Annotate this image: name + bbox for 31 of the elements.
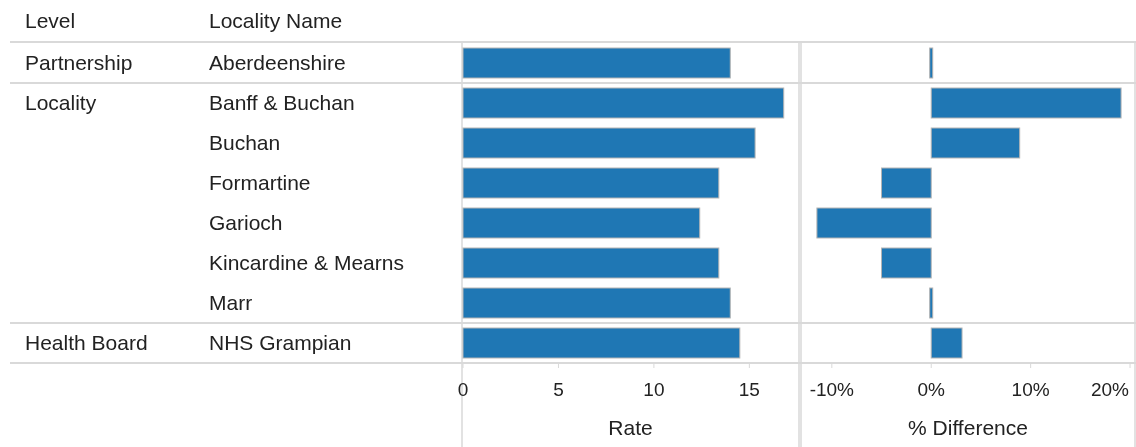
bar xyxy=(462,127,756,159)
x-tick-label: 20% xyxy=(1090,379,1130,400)
text: Level xyxy=(25,9,76,32)
text: Locality xyxy=(25,91,97,114)
x-tick-label: 15 xyxy=(738,379,760,400)
text: Health Board xyxy=(25,331,148,354)
bar xyxy=(462,247,720,279)
x-axis-title: Rate xyxy=(608,416,653,439)
x-tick-label: 0% xyxy=(917,379,946,400)
y-tick-label: Marr xyxy=(209,291,253,314)
bar xyxy=(462,167,720,199)
bar xyxy=(462,327,741,359)
bar xyxy=(462,207,701,239)
y-tick-label: Garioch xyxy=(209,211,283,234)
text: Partnership xyxy=(25,51,133,74)
x-tick-label: -10% xyxy=(809,379,855,400)
x-tick-label: 10 xyxy=(643,379,665,400)
bar xyxy=(462,87,785,119)
bar xyxy=(462,47,731,79)
text: Locality Name xyxy=(209,9,343,32)
y-tick-label: Buchan xyxy=(209,131,281,154)
x-tick-label: 5 xyxy=(553,379,564,400)
y-tick-label: NHS Grampian xyxy=(209,331,352,354)
x-tick-label: 0 xyxy=(457,379,469,400)
y-tick-label: Banff & Buchan xyxy=(209,91,355,114)
y-tick-label: Formartine xyxy=(209,171,311,194)
y-tick-label: Kincardine & Mearns xyxy=(209,251,404,274)
x-tick-label: 10% xyxy=(1011,379,1050,400)
y-tick-label: Aberdeenshire xyxy=(209,51,346,74)
bar xyxy=(462,287,731,319)
x-axis-title: % Difference xyxy=(908,416,1028,439)
